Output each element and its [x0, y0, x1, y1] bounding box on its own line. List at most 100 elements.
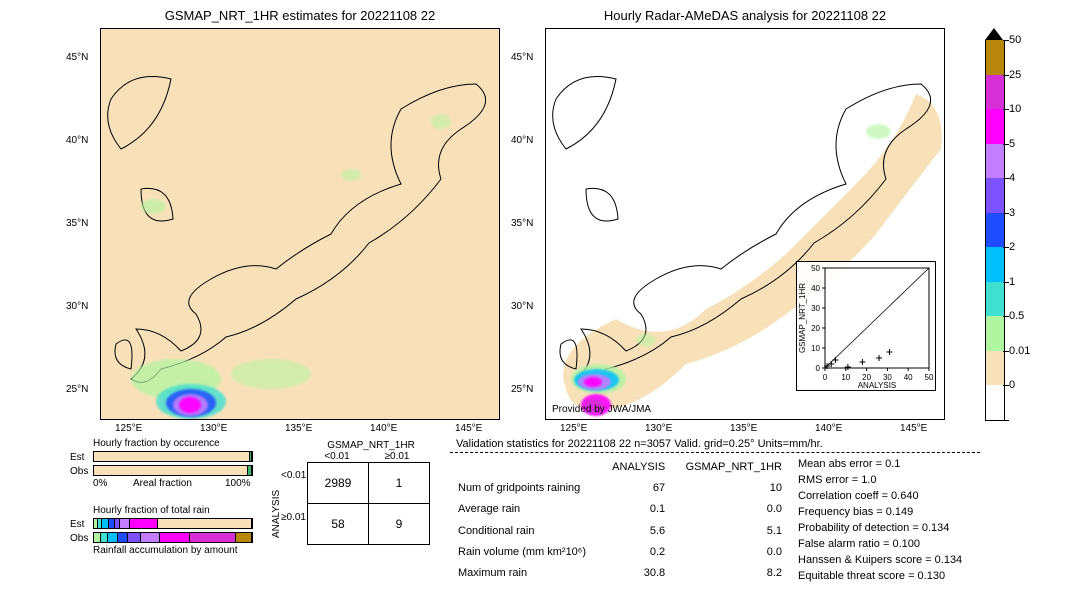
score-row: Equitable threat score = 0.130	[798, 569, 962, 583]
validation-scores: Mean abs error = 0.1 RMS error = 1.0 Corre…	[796, 455, 964, 585]
est-label: Est	[70, 452, 84, 463]
y-tick: 25°N	[511, 384, 533, 395]
x-tick: 130°E	[645, 423, 672, 434]
svg-text:40: 40	[811, 284, 820, 293]
validation-title: Validation statistics for 20221108 22 n=…	[456, 438, 980, 450]
validation-table: ANALYSISGSMAP_NRT_1HR Num of gridpoints …	[450, 455, 790, 585]
vrow-analysis: 0.1	[602, 499, 671, 518]
y-tick: 40°N	[66, 135, 88, 146]
vrow-label: Average rain	[452, 499, 600, 518]
colorbar-label: 0.01	[1009, 345, 1030, 357]
vrow-label: Conditional rain	[452, 521, 600, 540]
colorbar-label: 5	[1009, 138, 1015, 150]
score-row: Correlation coeff = 0.640	[798, 489, 962, 503]
score-row: RMS error = 1.0	[798, 473, 962, 487]
svg-text:30: 30	[811, 304, 820, 313]
x-tick: 135°E	[285, 423, 312, 434]
contingency-table: GSMAP_NRT_1HR <0.01 ≥0.01 ANALYSIS <0.01…	[275, 440, 435, 545]
score-row: Mean abs error = 0.1	[798, 457, 962, 471]
colorbar: 50 25 10 5 4 3 2 1 0.5 0.01 0	[985, 28, 1045, 420]
y-tick: 35°N	[511, 218, 533, 229]
ct-cell-c: 58	[308, 504, 369, 545]
vrow-gsmap: 0.0	[673, 499, 788, 518]
vrow-label: Num of gridpoints raining	[452, 478, 600, 497]
y-tick: 45°N	[66, 52, 88, 63]
y-tick: 30°N	[66, 301, 88, 312]
colorbar-label: 50	[1009, 34, 1021, 46]
colorbar-label: 0.5	[1009, 310, 1024, 322]
colorbar-label: 4	[1009, 172, 1015, 184]
vrow-gsmap: 10	[673, 478, 788, 497]
x-tick: 140°E	[815, 423, 842, 434]
score-row: Probability of detection = 0.134	[798, 521, 962, 535]
ct-col-lt: <0.01	[307, 451, 367, 462]
vrow-analysis: 0.2	[602, 542, 671, 561]
svg-text:50: 50	[925, 373, 934, 382]
colorbar-label: 2	[1009, 241, 1015, 253]
y-tick: 40°N	[511, 135, 533, 146]
x-tick: 130°E	[200, 423, 227, 434]
left-map-title: GSMAP_NRT_1HR estimates for 20221108 22	[100, 8, 500, 23]
score-row: False alarm ratio = 0.100	[798, 537, 962, 551]
x-tick: 145°E	[455, 423, 482, 434]
svg-text:10: 10	[811, 344, 820, 353]
left-map	[100, 28, 500, 420]
scatter-inset: 0010102020303040405050ANALYSISGSMAP_NRT_…	[796, 261, 936, 391]
ct-col-ge: ≥0.01	[367, 451, 427, 462]
svg-text:50: 50	[811, 264, 820, 273]
score-row: Hanssen & Kuipers score = 0.134	[798, 553, 962, 567]
ct-row-lt: <0.01	[281, 470, 306, 481]
total-caption: Rainfall accumulation by amount	[93, 545, 238, 556]
vrow-analysis: 30.8	[602, 564, 671, 583]
ct-cell-b: 1	[369, 463, 430, 504]
vrow-label: Maximum rain	[452, 564, 600, 583]
ct-cell-d: 9	[369, 504, 430, 545]
obs-label: Obs	[70, 466, 88, 477]
ct-cell-a: 2989	[308, 463, 369, 504]
svg-text:GSMAP_NRT_1HR: GSMAP_NRT_1HR	[798, 283, 807, 353]
vrow-gsmap: 8.2	[673, 564, 788, 583]
y-tick: 45°N	[511, 52, 533, 63]
vrow-gsmap: 5.1	[673, 521, 788, 540]
x-tick: 125°E	[560, 423, 587, 434]
x-tick: 140°E	[370, 423, 397, 434]
areal-100: 100%	[225, 478, 251, 489]
ct-row-ge: ≥0.01	[281, 512, 306, 523]
svg-text:ANALYSIS: ANALYSIS	[858, 381, 897, 390]
ct-col-title: GSMAP_NRT_1HR	[307, 440, 435, 451]
y-tick: 25°N	[66, 384, 88, 395]
vrow-label: Rain volume (mm km²10⁶)	[452, 542, 600, 561]
total-est-label: Est	[70, 519, 84, 530]
areal-0: 0%	[93, 478, 107, 489]
right-map-title: Hourly Radar-AMeDAS analysis for 2022110…	[545, 8, 945, 23]
colorbar-label: 0	[1009, 379, 1015, 391]
validation-stats: Validation statistics for 20221108 22 n=…	[450, 438, 980, 585]
y-tick: 30°N	[511, 301, 533, 312]
x-tick: 135°E	[730, 423, 757, 434]
total-rain-title: Hourly fraction of total rain	[93, 505, 210, 516]
x-tick: 145°E	[900, 423, 927, 434]
y-tick: 35°N	[66, 218, 88, 229]
vrow-gsmap: 0.0	[673, 542, 788, 561]
svg-text:0: 0	[816, 364, 821, 373]
right-map: Provided by JWA/JMA 00101020203030404050…	[545, 28, 945, 420]
colorbar-label: 10	[1009, 103, 1021, 115]
score-row: Frequency bias = 0.149	[798, 505, 962, 519]
colorbar-label: 3	[1009, 207, 1015, 219]
vcol-gsmap: GSMAP_NRT_1HR	[673, 457, 788, 476]
map-credit: Provided by JWA/JMA	[552, 404, 651, 415]
svg-text:0: 0	[823, 373, 828, 382]
vrow-analysis: 67	[602, 478, 671, 497]
areal-axis: Areal fraction	[133, 478, 192, 489]
occurrence-bars: Hourly fraction by occurence Est Obs 0% …	[75, 438, 260, 500]
colorbar-label: 1	[1009, 276, 1015, 288]
svg-text:20: 20	[811, 324, 820, 333]
vrow-analysis: 5.6	[602, 521, 671, 540]
occurrence-title: Hourly fraction by occurence	[93, 438, 220, 449]
vcol-analysis: ANALYSIS	[602, 457, 671, 476]
total-obs-label: Obs	[70, 533, 88, 544]
svg-text:40: 40	[904, 373, 913, 382]
x-tick: 125°E	[115, 423, 142, 434]
total-rain-bars: Hourly fraction of total rain Est Obs Ra…	[75, 505, 260, 567]
colorbar-label: 25	[1009, 69, 1021, 81]
